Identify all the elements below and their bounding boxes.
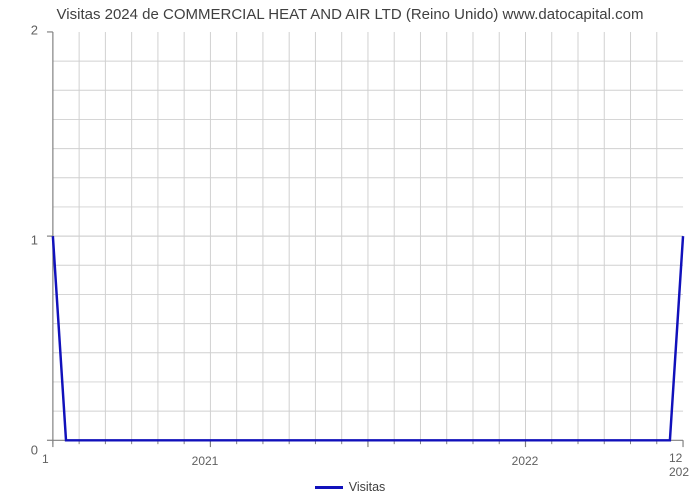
x-edge-left-label: 1: [42, 452, 49, 466]
x-tick-label: 2022: [512, 454, 539, 468]
x-tick-label: 2021: [192, 454, 219, 468]
legend: Visitas: [0, 480, 700, 494]
y-tick-label: 1: [31, 233, 38, 248]
legend-label: Visitas: [349, 480, 386, 494]
legend-swatch: [315, 486, 343, 490]
chart-container: Visitas 2024 de COMMERCIAL HEAT AND AIR …: [0, 0, 700, 500]
chart-svg: [45, 30, 685, 450]
y-tick-label: 2: [31, 23, 38, 38]
plot-area: [45, 30, 685, 450]
chart-title: Visitas 2024 de COMMERCIAL HEAT AND AIR …: [0, 6, 700, 23]
y-tick-label: 0: [31, 443, 38, 458]
x-edge-right-label: 12 202: [669, 452, 689, 480]
